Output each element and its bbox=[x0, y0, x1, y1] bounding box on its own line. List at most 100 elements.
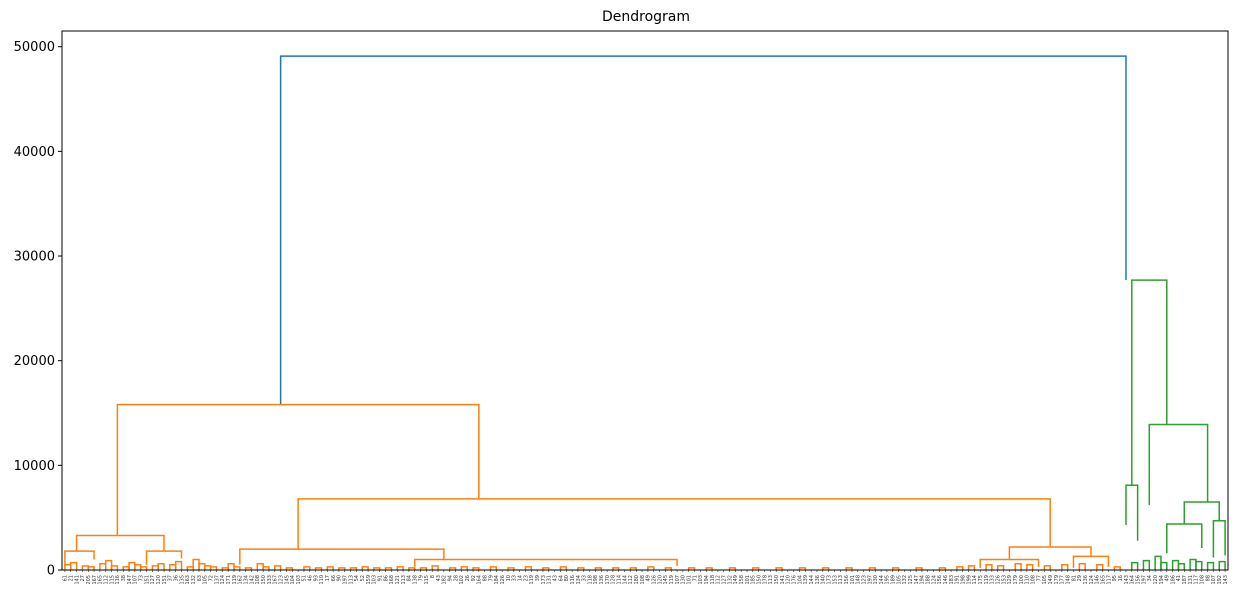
minor-link-45 bbox=[524, 566, 533, 570]
xtick-label-94: 128 bbox=[611, 575, 617, 585]
xtick-label-72: 88 bbox=[482, 575, 488, 581]
xtick-label-25: 72 bbox=[208, 575, 214, 581]
xtick-label-130: 140 bbox=[821, 575, 827, 585]
minor-link-71 bbox=[1026, 564, 1034, 570]
xtick-label-80: 119 bbox=[529, 575, 535, 585]
xtick-label-181: 16 bbox=[1118, 575, 1124, 581]
xtick-label-162: 129 bbox=[1007, 575, 1013, 585]
minor-link-55 bbox=[705, 567, 713, 570]
minor-link-68 bbox=[985, 564, 993, 570]
minor-link-19 bbox=[209, 566, 218, 570]
xtick-label-172: 148 bbox=[1065, 575, 1071, 585]
xtick-label-128: 144 bbox=[809, 575, 815, 585]
xtick-label-90: 118 bbox=[587, 575, 593, 585]
xtick-label-132: 153 bbox=[832, 575, 838, 585]
xtick-label-184: 156 bbox=[1135, 575, 1141, 585]
xtick-label-32: 142 bbox=[249, 575, 255, 585]
ytick-label-1: 10000 bbox=[14, 459, 55, 474]
xtick-label-62: 115 bbox=[424, 575, 430, 585]
xtick-label-118: 185 bbox=[751, 575, 757, 585]
xtick-label-193: 131 bbox=[1188, 575, 1194, 585]
minor-link-73 bbox=[1061, 564, 1069, 570]
xtick-label-42: 46 bbox=[308, 575, 314, 581]
xtick-label-8: 115 bbox=[109, 575, 115, 585]
minor-link-24 bbox=[256, 562, 264, 570]
xtick-label-89: 33 bbox=[582, 575, 588, 581]
xtick-label-171: 177 bbox=[1060, 575, 1066, 585]
minor-link-8 bbox=[128, 561, 136, 570]
xtick-label-159: 133 bbox=[990, 575, 996, 585]
xtick-label-196: 88 bbox=[1205, 575, 1211, 581]
xtick-label-78: 14 bbox=[517, 575, 523, 581]
xtick-label-129: 136 bbox=[815, 575, 821, 585]
xtick-label-135: 101 bbox=[850, 575, 856, 585]
xtick-label-191: 41 bbox=[1176, 575, 1182, 581]
xtick-label-9: 116 bbox=[115, 575, 121, 585]
xtick-label-183: 164 bbox=[1130, 575, 1136, 585]
xtick-label-29: 119 bbox=[232, 575, 238, 585]
minor-link-85 bbox=[1206, 561, 1215, 570]
xtick-label-36: 167 bbox=[273, 575, 279, 585]
xtick-label-48: 197 bbox=[343, 575, 349, 585]
link-11 bbox=[1131, 279, 1168, 486]
minor-link-53 bbox=[664, 567, 672, 570]
xtick-label-4: 205 bbox=[86, 575, 92, 585]
minor-link-58 bbox=[775, 567, 783, 570]
xtick-label-111: 118 bbox=[710, 575, 716, 585]
xtick-label-143: 105 bbox=[896, 575, 902, 585]
ytick-label-3: 30000 bbox=[14, 250, 55, 265]
xtick-label-14: 151 bbox=[144, 575, 150, 585]
xtick-label-178: 165 bbox=[1100, 575, 1106, 585]
link-2 bbox=[75, 534, 165, 552]
minor-link-51 bbox=[629, 567, 638, 570]
xtick-label-185: 197 bbox=[1141, 575, 1147, 585]
xtick-label-13: 73 bbox=[139, 575, 145, 581]
xtick-label-142: 189 bbox=[891, 575, 897, 585]
xtick-label-93: 170 bbox=[605, 575, 611, 585]
xtick-label-51: 52 bbox=[360, 575, 366, 581]
xtick-label-148: 188 bbox=[926, 575, 932, 585]
minor-link-70 bbox=[1014, 562, 1022, 570]
xtick-label-137: 123 bbox=[861, 575, 867, 585]
link-0 bbox=[279, 55, 1127, 405]
xtick-label-24: 105 bbox=[203, 575, 209, 585]
minor-link-80 bbox=[1160, 561, 1168, 570]
xtick-label-75: 126 bbox=[500, 575, 506, 585]
xtick-label-18: 37 bbox=[168, 575, 174, 581]
xtick-label-121: 113 bbox=[768, 575, 774, 585]
xtick-label-81: 39 bbox=[535, 575, 541, 581]
xtick-label-114: 132 bbox=[727, 575, 733, 585]
minor-link-74 bbox=[1078, 562, 1086, 570]
minor-link-12 bbox=[157, 562, 165, 570]
minor-link-26 bbox=[274, 565, 282, 570]
xtick-label-141: 195 bbox=[885, 575, 891, 585]
xtick-label-115: 149 bbox=[733, 575, 739, 585]
xtick-label-31: 134 bbox=[243, 575, 249, 585]
xtick-label-95: 114 bbox=[617, 575, 623, 585]
xtick-label-47: 90 bbox=[337, 575, 343, 581]
xtick-label-64: 43 bbox=[436, 575, 442, 581]
xtick-label-187: 120 bbox=[1153, 575, 1159, 585]
xtick-label-151: 146 bbox=[943, 575, 949, 585]
xtick-label-6: 165 bbox=[98, 575, 104, 585]
xtick-label-138: 197 bbox=[867, 575, 873, 585]
link-3 bbox=[64, 550, 95, 566]
xtick-label-150: 156 bbox=[937, 575, 943, 585]
link-1 bbox=[116, 403, 480, 536]
xtick-label-199: 143 bbox=[1223, 575, 1229, 585]
ytick-label-5: 50000 bbox=[14, 40, 55, 55]
xtick-label-88: 134 bbox=[576, 575, 582, 585]
xtick-label-124: 120 bbox=[786, 575, 792, 585]
xtick-label-17: 151 bbox=[162, 575, 168, 585]
xtick-label-133: 113 bbox=[838, 575, 844, 585]
minor-link-84 bbox=[1195, 560, 1203, 570]
xtick-label-54: 91 bbox=[378, 575, 384, 581]
xtick-label-112: 112 bbox=[716, 575, 722, 585]
xtick-label-28: 171 bbox=[226, 575, 232, 585]
xtick-label-117: 101 bbox=[745, 575, 751, 585]
xtick-label-74: 184 bbox=[494, 575, 500, 585]
xtick-label-19: 36 bbox=[173, 575, 179, 581]
xtick-label-119: 150 bbox=[756, 575, 762, 585]
xtick-label-113: 127 bbox=[722, 575, 728, 585]
